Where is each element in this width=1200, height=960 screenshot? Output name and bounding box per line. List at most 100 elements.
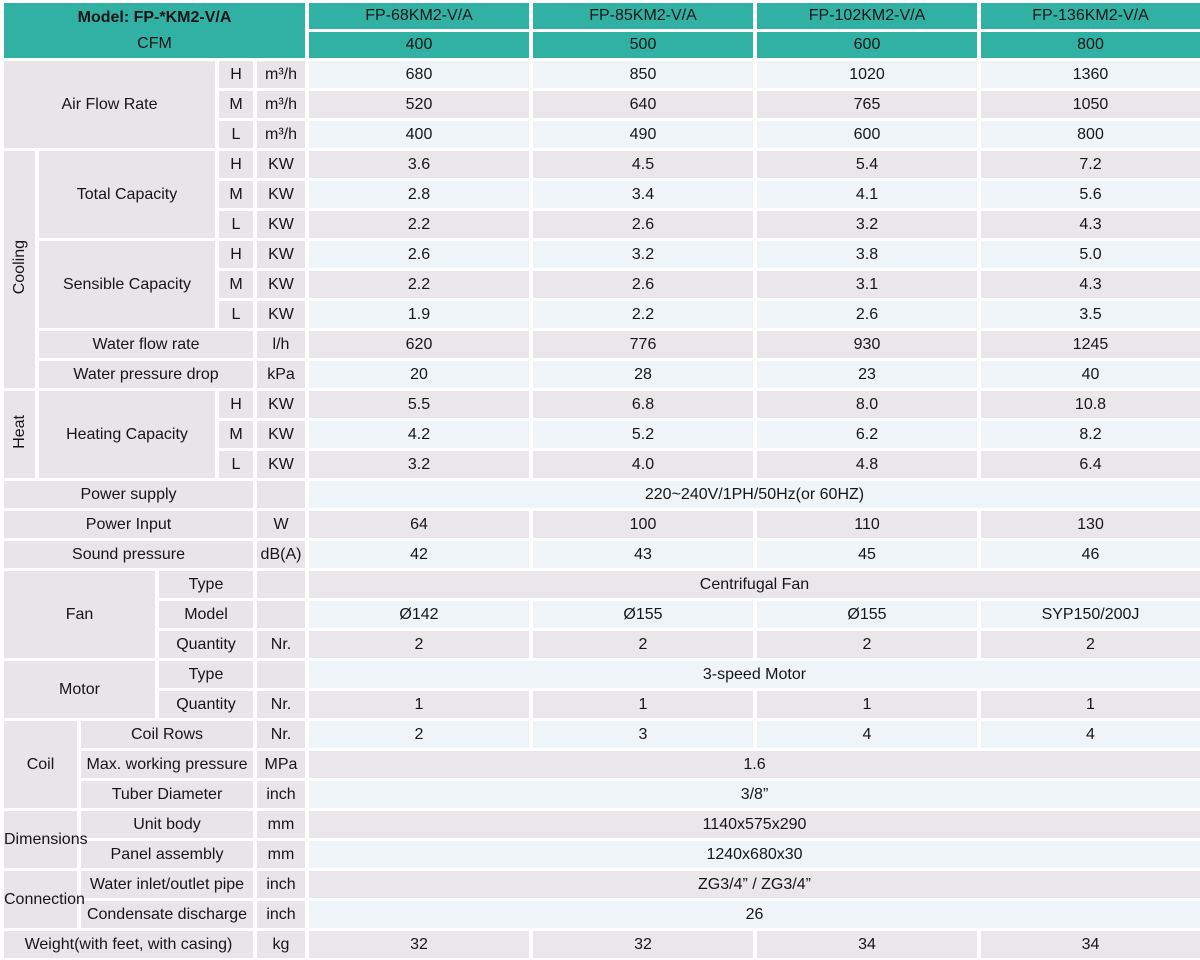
- value-cell: 7.2: [977, 148, 1200, 181]
- value-cell: 765: [753, 88, 981, 121]
- value-cell: 3.5: [977, 298, 1200, 331]
- value-cell: 2.6: [529, 208, 757, 241]
- model-header-inner: Model: FP-*KM2-V/A CFM: [4, 5, 305, 57]
- section-motor: Motor: [0, 658, 159, 721]
- table-row: Heat Heating Capacity H KW 5.5 6.8 8.0 1…: [0, 388, 1200, 481]
- cfm-value-cell: 400: [305, 29, 533, 61]
- value-cell: 2: [753, 628, 981, 661]
- value-cell-span: 3-speed Motor: [305, 658, 1200, 691]
- table-row: Quantity Nr. 1 1 1 1: [2, 688, 1200, 721]
- model-label: Model: FP-*KM2-V/A: [77, 8, 232, 26]
- level-cell: L: [215, 298, 257, 331]
- value-cell: 850: [529, 58, 757, 91]
- value-cell: 8.2: [977, 418, 1200, 451]
- value-cell-span: 1.6: [305, 748, 1200, 781]
- value-cell: 1360: [977, 58, 1200, 91]
- row-label-heating-capacity: Heating Capacity: [35, 388, 219, 481]
- table-row: Max. working pressure MPa 1.6: [2, 748, 1200, 781]
- unit-cell: KW: [253, 448, 309, 481]
- level-cell: M: [215, 88, 257, 121]
- table-row: L KW 1.9 2.2 2.6 3.5: [2, 298, 1200, 331]
- unit-cell: Nr.: [253, 718, 309, 751]
- header-row-models: Model: FP-*KM2-V/A CFM FP-68KM2-V/A FP-8…: [0, 0, 1200, 61]
- unit-cell: kPa: [253, 358, 309, 391]
- value-cell: 1245: [977, 328, 1200, 361]
- row-label-power-supply: Power supply: [0, 478, 257, 511]
- value-cell: 5.5: [305, 388, 533, 421]
- table-row: Tuber Diameter inch 3/8”: [2, 778, 1200, 811]
- unit-cell-empty: [253, 598, 309, 631]
- value-cell: 2: [305, 718, 533, 751]
- value-cell: 3.2: [529, 238, 757, 271]
- section-dimensions: Dimensions: [0, 808, 88, 871]
- value-cell: 34: [753, 928, 981, 960]
- value-cell: 4.3: [977, 208, 1200, 241]
- table-row: M KW 4.2 5.2 6.2 8.2: [2, 418, 1200, 451]
- table-row: Power supply 220~240V/1PH/50Hz(or 60HZ): [0, 478, 1200, 511]
- level-cell: H: [215, 388, 257, 421]
- value-cell: 32: [305, 928, 533, 960]
- value-cell: 42: [305, 538, 533, 571]
- value-cell-span: 1140x575x290: [305, 808, 1200, 841]
- value-cell: 110: [753, 508, 981, 541]
- table-row: L KW 3.2 4.0 4.8 6.4: [2, 448, 1200, 481]
- value-cell: 2.8: [305, 178, 533, 211]
- section-coil: Coil: [0, 718, 81, 811]
- value-cell: 680: [305, 58, 533, 91]
- row-label-air-flow: Air Flow Rate: [0, 58, 219, 151]
- value-cell: 45: [753, 538, 981, 571]
- value-cell: 4.1: [753, 178, 981, 211]
- unit-cell-empty: [253, 478, 309, 511]
- value-cell: 490: [529, 118, 757, 151]
- column-header: FP-85KM2-V/A: [529, 0, 757, 32]
- unit-cell: KW: [253, 238, 309, 271]
- row-label-fan-quantity: Quantity: [155, 628, 257, 661]
- table-row: Power Input W 64 100 110 130: [0, 508, 1200, 541]
- table-row: L m³/h 400 490 600 800: [2, 118, 1200, 151]
- value-cell: 43: [529, 538, 757, 571]
- unit-cell-empty: [253, 658, 309, 691]
- cfm-value-cell: 500: [529, 29, 757, 61]
- value-cell: 520: [305, 88, 533, 121]
- value-cell: 1.9: [305, 298, 533, 331]
- table-row: Water pressure drop kPa 20 28 23 40: [2, 358, 1200, 391]
- cfm-value-cell: 600: [753, 29, 981, 61]
- row-label-fan-type: Type: [155, 568, 257, 601]
- unit-cell: mm: [253, 808, 309, 841]
- value-cell: 4.2: [305, 418, 533, 451]
- table-row: Sound pressure dB(A) 42 43 45 46: [0, 538, 1200, 571]
- value-cell: 1: [977, 688, 1200, 721]
- table-row: Sensible Capacity H KW 2.6 3.2 3.8 5.0: [2, 238, 1200, 331]
- level-cell: L: [215, 208, 257, 241]
- level-cell: H: [215, 148, 257, 181]
- unit-cell-empty: [253, 568, 309, 601]
- value-cell: 2: [977, 628, 1200, 661]
- table-row: M KW 2.2 2.6 3.1 4.3: [2, 268, 1200, 301]
- value-cell: 620: [305, 328, 533, 361]
- table-row: Coil Coil Rows Nr. 2 3 4 4: [0, 718, 1200, 811]
- value-cell: 6.4: [977, 448, 1200, 481]
- value-cell: 10.8: [977, 388, 1200, 421]
- value-cell: 4.5: [529, 148, 757, 181]
- value-cell: 3.2: [305, 448, 533, 481]
- cfm-label: CFM: [137, 34, 172, 52]
- value-cell: 20: [305, 358, 533, 391]
- section-cooling: Cooling: [0, 148, 39, 391]
- value-cell: 130: [977, 508, 1200, 541]
- unit-cell: KW: [253, 178, 309, 211]
- table-row: Cooling Total Capacity H KW 3.6 4.5 5.4 …: [0, 148, 1200, 391]
- level-cell: L: [215, 118, 257, 151]
- section-cooling-label: Cooling: [10, 239, 28, 295]
- table-row: Quantity Nr. 2 2 2 2: [2, 628, 1200, 661]
- value-cell: 5.6: [977, 178, 1200, 211]
- value-cell: 5.0: [977, 238, 1200, 271]
- table-row: L KW 2.2 2.6 3.2 4.3: [2, 208, 1200, 241]
- unit-cell: KW: [253, 208, 309, 241]
- row-label-coil-rows: Coil Rows: [77, 718, 257, 751]
- unit-cell: KW: [253, 418, 309, 451]
- value-cell: 40: [977, 358, 1200, 391]
- unit-cell: m³/h: [253, 88, 309, 121]
- value-cell-span: Centrifugal Fan: [305, 568, 1200, 601]
- value-cell-span: 26: [305, 898, 1200, 931]
- value-cell: 4.0: [529, 448, 757, 481]
